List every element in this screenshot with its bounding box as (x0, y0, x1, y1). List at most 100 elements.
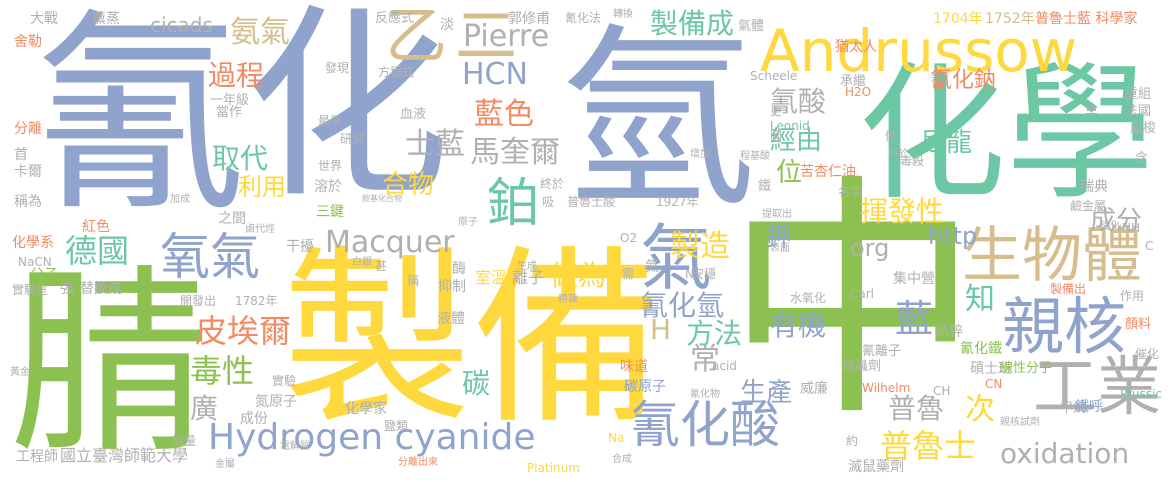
word: 碳原子 (624, 379, 666, 395)
word: 干擾 (286, 239, 314, 255)
word: 氮原子 (255, 394, 297, 410)
word: 強 (60, 281, 74, 297)
word: 氰化法 (565, 11, 602, 25)
word: CH (933, 384, 951, 398)
word: Scheele (750, 69, 798, 83)
word: 作用 (1120, 289, 1145, 303)
word: Pierre (463, 19, 550, 54)
word: 鹽類 (384, 419, 409, 433)
word: 廣 (190, 392, 219, 425)
word: 化 (245, 0, 450, 226)
word: 方程式 (378, 65, 415, 79)
word: 稱 (407, 274, 420, 288)
word: 開發出 (180, 294, 217, 308)
word: 早 (1085, 105, 1099, 120)
word: 反應式 (375, 11, 415, 26)
word: 之間 (218, 211, 246, 227)
word: 尼龍 (920, 128, 973, 158)
word: 法國 (1125, 104, 1152, 119)
word: 當作 (216, 105, 243, 120)
word: 瑞典 (1080, 179, 1108, 195)
word: 血液 (400, 107, 427, 122)
word: 加成 (170, 194, 190, 205)
word: 稱為 (14, 194, 42, 210)
word: 普魯士酸 (567, 195, 616, 209)
word: 一年級 (210, 93, 250, 108)
word: 轉換 (613, 9, 633, 20)
word: HCN (462, 57, 528, 92)
word: 成分 (1090, 206, 1143, 236)
word: Macquer (325, 225, 455, 260)
word: 腈 (10, 248, 211, 481)
word: 苦杏仁油 (800, 164, 856, 180)
word: 含 (1135, 151, 1149, 166)
word: 最早 (318, 114, 343, 128)
word: 白銀 (352, 257, 372, 268)
word: 電解質 (280, 441, 310, 452)
word: 酶 (452, 261, 466, 277)
word: 郭修甫 (508, 11, 550, 27)
word: 生產 (740, 378, 793, 408)
word: 工程師 (16, 449, 58, 465)
word: Leonid (770, 119, 810, 133)
word: O2 (620, 231, 638, 245)
word: 士藍 (405, 127, 465, 162)
word: Na (608, 431, 625, 445)
word: 有機 (770, 309, 827, 342)
word: Hydrogen cyanide (208, 417, 536, 458)
word: 製備出 (1050, 282, 1087, 296)
word: 紅色 (82, 219, 110, 235)
word: 安穩 (692, 267, 717, 281)
word: 中 (725, 154, 981, 451)
word: 猶太人 (835, 39, 877, 55)
word: 吸 (542, 195, 555, 209)
word: 做為 (550, 259, 607, 292)
word: 納粹 (935, 324, 963, 340)
word: 氮 (645, 259, 659, 275)
word: 胺基化合物 (362, 194, 402, 203)
word: 原子 (458, 217, 478, 228)
word: 室溫 (475, 268, 508, 287)
word: 普魯士藍 科學家 (1035, 11, 1138, 27)
word: 毒殺 (900, 154, 925, 168)
word: 大戰 (30, 11, 58, 27)
word: 製備 (282, 229, 663, 450)
word: 三鍵 (316, 204, 344, 220)
word: 利用 (238, 173, 286, 201)
word: 次 (965, 392, 995, 427)
word: Andrussow (760, 17, 1078, 85)
word: 氰化酸 (630, 396, 780, 454)
word: 催化 (1135, 347, 1160, 361)
word: 揮發性 (860, 195, 945, 228)
word: 表面 (770, 243, 790, 254)
word: 盧梭 (1130, 121, 1157, 136)
word: 常 (690, 342, 720, 377)
word: 藍 (895, 297, 934, 341)
word: 國立臺灣師範大學 (60, 446, 189, 465)
word: 氨氣 (230, 15, 290, 50)
word: 氧氣 (160, 228, 260, 286)
word: 1927年 (656, 195, 699, 209)
word: 氣體 (738, 19, 765, 34)
word: oxidation (1000, 437, 1130, 470)
word: 1782年 (235, 294, 278, 308)
word: 氰離子 (862, 344, 902, 359)
word: 薰蒸 (92, 11, 120, 27)
word: H (650, 313, 672, 346)
word: 替換成 (80, 281, 122, 297)
word: 毒性 (190, 352, 255, 390)
word: 程基酸 (740, 151, 770, 162)
word: 淡 (440, 17, 454, 33)
word: 合物 (382, 170, 435, 200)
word: 用於 (888, 149, 908, 160)
word: NaCN (18, 255, 52, 269)
word: 離子 (512, 268, 545, 287)
word: 發現 (325, 61, 350, 75)
word: 液體 (437, 311, 465, 327)
word: 1704年 (933, 11, 983, 27)
word: 集中營 (893, 271, 935, 287)
word: 鐵呼 (1075, 399, 1103, 415)
word: 需 (622, 267, 635, 281)
word: cicads (150, 13, 213, 37)
word: 殺蟲劑 (842, 359, 882, 374)
